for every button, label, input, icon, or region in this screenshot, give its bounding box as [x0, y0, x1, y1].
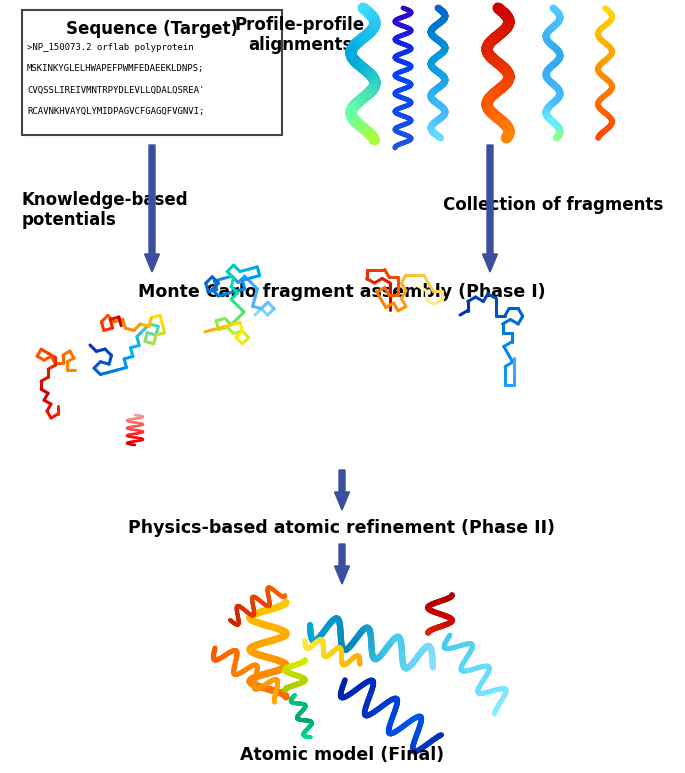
- Text: RCAVNKHVAYQLYMIDPAGVCFGAGQFVGNVI;: RCAVNKHVAYQLYMIDPAGVCFGAGQFVGNVI;: [27, 107, 204, 115]
- Text: Physics-based atomic refinement (Phase II): Physics-based atomic refinement (Phase I…: [129, 519, 556, 537]
- Text: Profile-profile: Profile-profile: [235, 16, 365, 34]
- Polygon shape: [482, 145, 497, 272]
- Text: MSKINKYGLELHWAPEFPWMFEDAEEKLDNPS;: MSKINKYGLELHWAPEFPWMFEDAEEKLDNPS;: [27, 64, 204, 73]
- Text: Collection of fragments: Collection of fragments: [443, 196, 663, 214]
- Text: Atomic model (Final): Atomic model (Final): [240, 746, 444, 764]
- Polygon shape: [145, 145, 160, 272]
- Text: Monte Carlo fragment assembly (Phase I): Monte Carlo fragment assembly (Phase I): [138, 283, 546, 301]
- Text: alignments: alignments: [248, 36, 352, 54]
- FancyBboxPatch shape: [22, 10, 282, 135]
- Polygon shape: [334, 470, 349, 510]
- Polygon shape: [334, 544, 349, 584]
- Text: Knowledge-based: Knowledge-based: [22, 191, 188, 209]
- Text: Sequence (Target): Sequence (Target): [66, 20, 238, 38]
- Text: >NP_150073.2 orflab polyprotein: >NP_150073.2 orflab polyprotein: [27, 43, 194, 53]
- Text: potentials: potentials: [22, 211, 116, 229]
- Text: CVQSSLIREIVMNTRPYDLEVLLQDALQSREA': CVQSSLIREIVMNTRPYDLEVLLQDALQSREA': [27, 86, 204, 94]
